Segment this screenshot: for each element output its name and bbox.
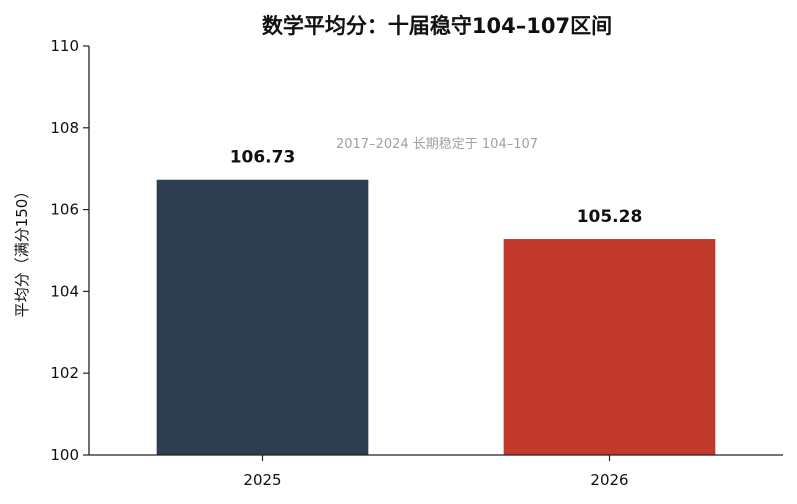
y-tick-label: 110 (50, 37, 79, 55)
chart-annotation: 2017–2024 长期稳定于 104–107 (336, 136, 538, 152)
x-tick-label-2025: 2025 (243, 471, 281, 489)
y-axis-ticks: 100 102 104 106 108 110 (50, 37, 89, 464)
y-tick-label: 108 (50, 119, 79, 137)
y-tick-label: 104 (50, 282, 79, 300)
x-tick-label-2026: 2026 (590, 471, 628, 489)
chart-title: 数学平均分：十届稳守104–107区间 (262, 14, 612, 38)
data-label-2026: 105.28 (577, 207, 643, 227)
x-axis-ticks: 2025 2026 (243, 455, 629, 489)
bars-group: 106.73 105.28 (156, 148, 716, 456)
y-tick-label: 106 (50, 201, 79, 219)
data-label-2025: 106.73 (230, 148, 296, 168)
bar-2025 (156, 179, 369, 456)
y-tick-label: 100 (50, 446, 79, 464)
y-axis-label: 平均分（满分150） (13, 184, 31, 318)
bar-2026 (503, 239, 716, 455)
y-tick-label: 102 (50, 364, 79, 382)
